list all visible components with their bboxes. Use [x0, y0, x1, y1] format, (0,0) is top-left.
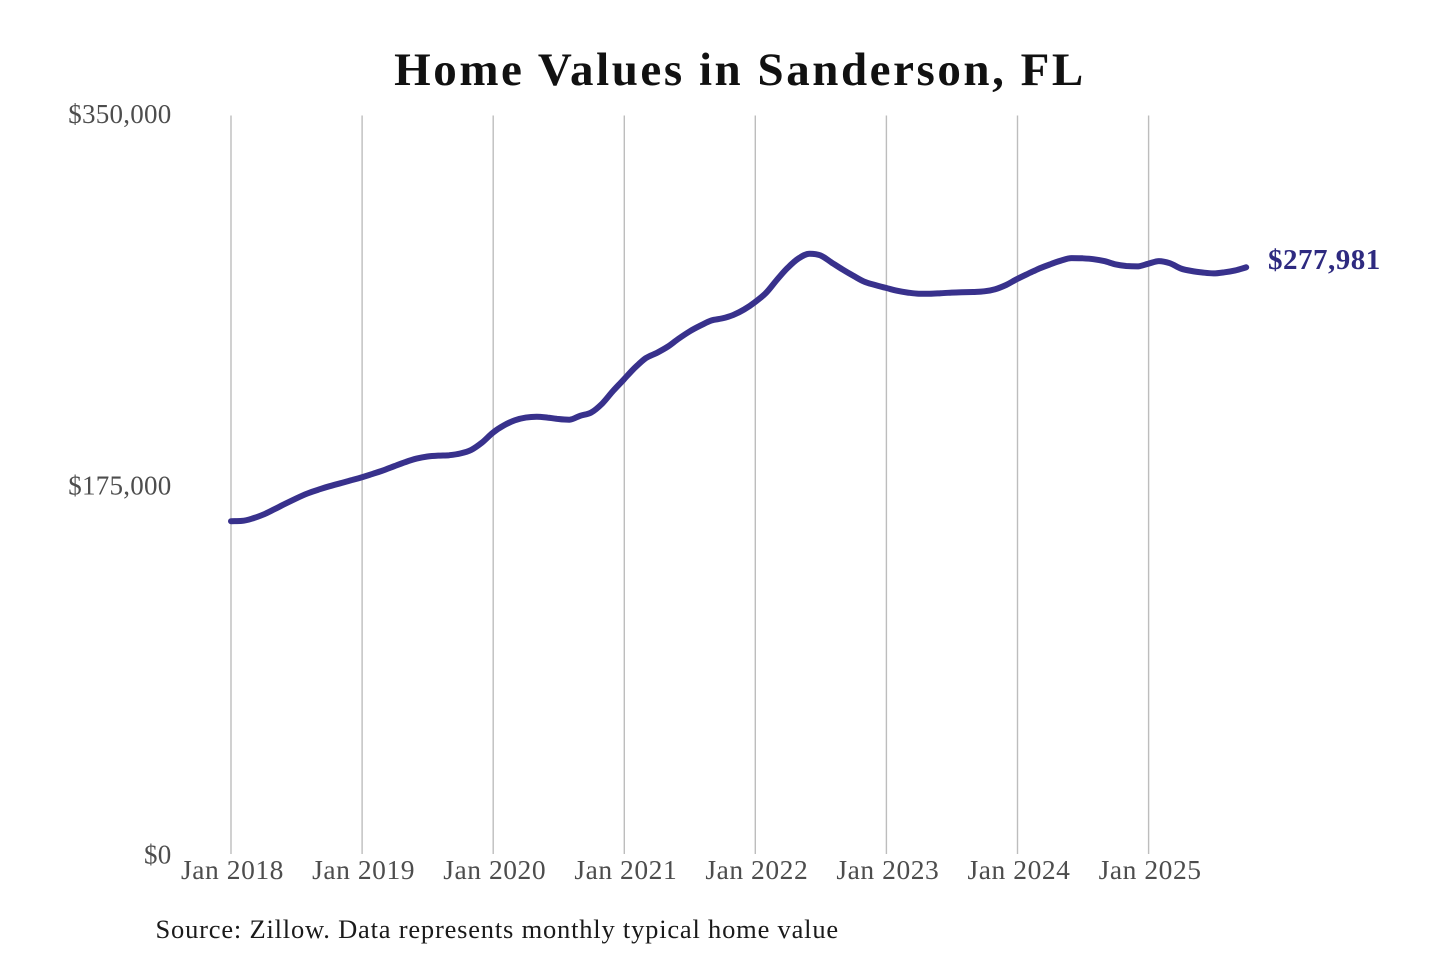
svg-text:$277,981: $277,981	[1268, 244, 1381, 276]
svg-text:$350,000: $350,000	[68, 99, 171, 129]
svg-text:Jan 2021: Jan 2021	[574, 854, 677, 885]
svg-text:$175,000: $175,000	[68, 471, 171, 501]
svg-text:Jan 2024: Jan 2024	[968, 854, 1071, 885]
svg-text:Jan 2019: Jan 2019	[312, 854, 415, 885]
svg-text:Jan 2022: Jan 2022	[705, 854, 808, 885]
svg-text:Jan 2025: Jan 2025	[1099, 854, 1202, 885]
svg-text:Source: Zillow. Data represent: Source: Zillow. Data represents monthly …	[156, 914, 839, 944]
svg-text:Jan 2018: Jan 2018	[181, 854, 284, 885]
svg-text:Jan 2023: Jan 2023	[836, 854, 939, 885]
svg-text:Home Values in Sanderson, FL: Home Values in Sanderson, FL	[394, 44, 1086, 96]
svg-text:Jan 2020: Jan 2020	[443, 854, 546, 885]
svg-text:$0: $0	[144, 840, 172, 870]
